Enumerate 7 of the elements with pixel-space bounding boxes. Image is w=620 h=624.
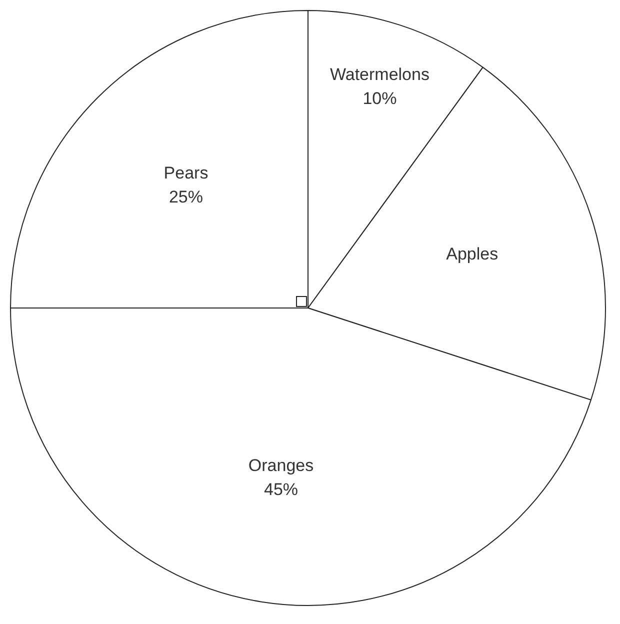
slice-label: Watermelons xyxy=(330,64,430,84)
data-label: 10% xyxy=(362,88,397,108)
slice-label: Oranges xyxy=(248,456,314,476)
slice-label: Apples xyxy=(446,244,498,264)
slice-label: Pears xyxy=(164,164,208,183)
data-label: 45% xyxy=(264,480,298,500)
data-label: 25% xyxy=(168,188,204,207)
